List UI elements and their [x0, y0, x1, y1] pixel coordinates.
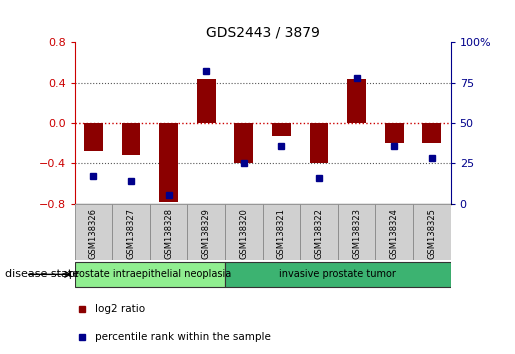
Bar [310, 123, 329, 163]
Text: GSM138325: GSM138325 [427, 208, 436, 259]
Text: GSM138328: GSM138328 [164, 208, 173, 259]
Text: invasive prostate tumor: invasive prostate tumor [280, 269, 396, 279]
Bar [75, 262, 225, 287]
Bar [159, 123, 178, 201]
Bar [375, 204, 413, 260]
Text: disease state: disease state [5, 269, 79, 279]
Bar [234, 123, 253, 163]
Title: GDS2443 / 3879: GDS2443 / 3879 [205, 26, 320, 40]
Bar [84, 123, 103, 151]
Bar [347, 79, 366, 123]
Bar [272, 123, 291, 136]
Bar [422, 123, 441, 143]
Bar [225, 204, 263, 260]
Text: log2 ratio: log2 ratio [95, 304, 145, 314]
Bar [187, 204, 225, 260]
Text: GSM138329: GSM138329 [202, 208, 211, 259]
Bar [385, 123, 404, 143]
Bar [338, 204, 375, 260]
Text: prostate intraepithelial neoplasia: prostate intraepithelial neoplasia [68, 269, 231, 279]
Text: GSM138322: GSM138322 [315, 208, 323, 259]
Bar [112, 204, 150, 260]
Text: GSM138324: GSM138324 [390, 208, 399, 259]
Text: percentile rank within the sample: percentile rank within the sample [95, 332, 271, 342]
Text: GSM138320: GSM138320 [239, 208, 248, 259]
Text: GSM138326: GSM138326 [89, 208, 98, 259]
Text: GSM138323: GSM138323 [352, 208, 361, 259]
Text: GSM138327: GSM138327 [127, 208, 135, 259]
Bar [197, 79, 216, 123]
Bar [150, 204, 187, 260]
Bar [122, 123, 141, 155]
Bar [75, 204, 112, 260]
Bar [413, 204, 451, 260]
Text: GSM138321: GSM138321 [277, 208, 286, 259]
Bar [300, 204, 338, 260]
Bar [263, 204, 300, 260]
Bar [225, 262, 451, 287]
